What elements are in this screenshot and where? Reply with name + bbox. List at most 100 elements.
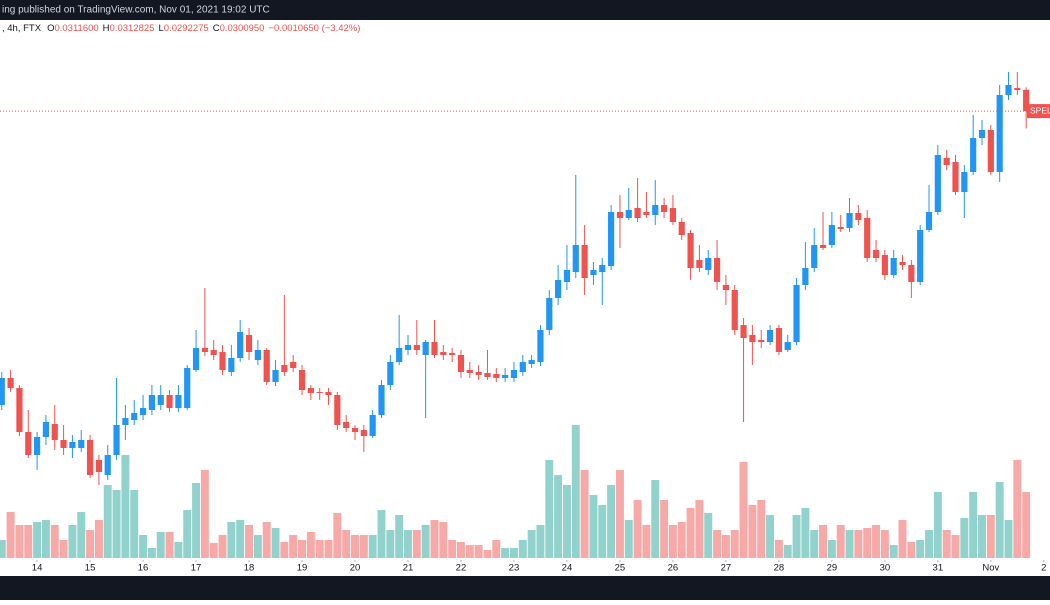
top-bar: [0, 0, 1050, 20]
candle-body: [69, 442, 76, 448]
candle-body: [131, 413, 138, 420]
volume-bar: [377, 510, 386, 558]
legend-key: L: [158, 23, 163, 34]
volume-bar: [200, 470, 209, 558]
volume-bar: [571, 425, 580, 558]
volume-bar: [668, 525, 677, 558]
volume-bar: [253, 535, 262, 558]
candle-body: [519, 362, 526, 372]
candle-body: [457, 355, 465, 372]
volume-bar: [598, 505, 607, 558]
volume-bar: [342, 530, 351, 558]
candle-body: [431, 342, 438, 355]
candle-body: [396, 348, 403, 362]
volume-bar: [845, 530, 854, 558]
volume-bar: [527, 530, 536, 558]
x-tick-label: 26: [668, 563, 679, 574]
candle-body: [793, 285, 800, 342]
x-tick-label: 14: [32, 563, 43, 574]
candle-body: [1014, 88, 1021, 90]
candle-body: [33, 437, 41, 455]
x-tick-label: 19: [297, 563, 308, 574]
candle-body: [493, 374, 500, 378]
candle-layer: [0, 72, 1030, 485]
candle-body: [978, 130, 986, 138]
volume-bar: [448, 540, 457, 558]
volume-bar: [545, 460, 554, 558]
volume-bar: [518, 540, 527, 558]
legend-prefix: , 4h, FTX: [2, 23, 42, 34]
volume-bar: [978, 515, 986, 558]
candle-body: [881, 255, 888, 275]
volume-bar: [183, 510, 192, 558]
volume-bar: [412, 530, 421, 558]
candle-body: [210, 350, 217, 355]
candle-body: [7, 378, 14, 388]
volume-bar: [315, 540, 324, 558]
volume-bar: [898, 520, 907, 558]
volume-bar: [156, 532, 165, 558]
candle-body: [625, 210, 632, 218]
volume-bar: [925, 530, 933, 558]
candle-body: [510, 370, 518, 378]
x-tick-label: 24: [562, 563, 573, 574]
candle-body: [855, 213, 862, 220]
volume-bar: [509, 548, 518, 558]
volume-bar: [492, 540, 501, 558]
candle-body: [864, 218, 871, 258]
x-tick-label: 25: [615, 563, 626, 574]
candle-body: [387, 362, 394, 385]
x-tick-label: Nov: [982, 563, 999, 574]
volume-bar: [624, 520, 633, 558]
candle-body: [563, 270, 571, 282]
x-tick-label: 29: [827, 563, 838, 574]
volume-bar: [68, 525, 77, 558]
candle-body: [307, 388, 314, 393]
volume-bar: [660, 500, 669, 558]
volume-bar: [704, 513, 713, 558]
candle-body: [104, 455, 111, 475]
volume-bar: [130, 490, 139, 558]
volume-bar: [501, 548, 510, 558]
volume-bar: [827, 540, 836, 558]
candle-body: [298, 370, 306, 390]
volume-bar: [395, 515, 404, 558]
candle-body: [749, 335, 756, 342]
volume-bar: [810, 530, 819, 558]
volume-bar: [280, 542, 289, 558]
x-tick-label: 15: [85, 563, 96, 574]
candle-body: [78, 440, 85, 448]
candle-body: [192, 348, 200, 370]
candle-body: [758, 340, 765, 342]
legend-value: 0.0312825: [110, 23, 155, 34]
x-tick-label: 31: [933, 563, 944, 574]
candle-body: [899, 262, 906, 265]
volume-bar: [607, 485, 616, 558]
volume-bar: [236, 520, 245, 558]
candle-body: [484, 373, 491, 377]
candle-body: [722, 285, 729, 290]
candle-body: [237, 332, 244, 358]
candle-body: [572, 245, 579, 272]
candle-body: [157, 395, 164, 405]
candle-body: [440, 352, 447, 355]
candle-body: [537, 330, 544, 362]
candle-body: [678, 222, 685, 235]
candle-body: [219, 352, 226, 370]
volume-bar: [209, 543, 218, 558]
candle-body: [546, 298, 553, 330]
volume-layer: [0, 425, 1031, 558]
candle-body: [343, 422, 350, 428]
volume-bar: [192, 483, 201, 558]
volume-bar: [677, 522, 686, 558]
candle-body: [634, 208, 641, 218]
volume-bar: [580, 470, 589, 558]
volume-bar: [174, 542, 183, 558]
candle-body: [837, 227, 844, 229]
volume-bar: [6, 512, 15, 558]
candle-body: [784, 342, 791, 350]
volume-bar: [739, 462, 748, 558]
volume-bar: [59, 540, 68, 558]
